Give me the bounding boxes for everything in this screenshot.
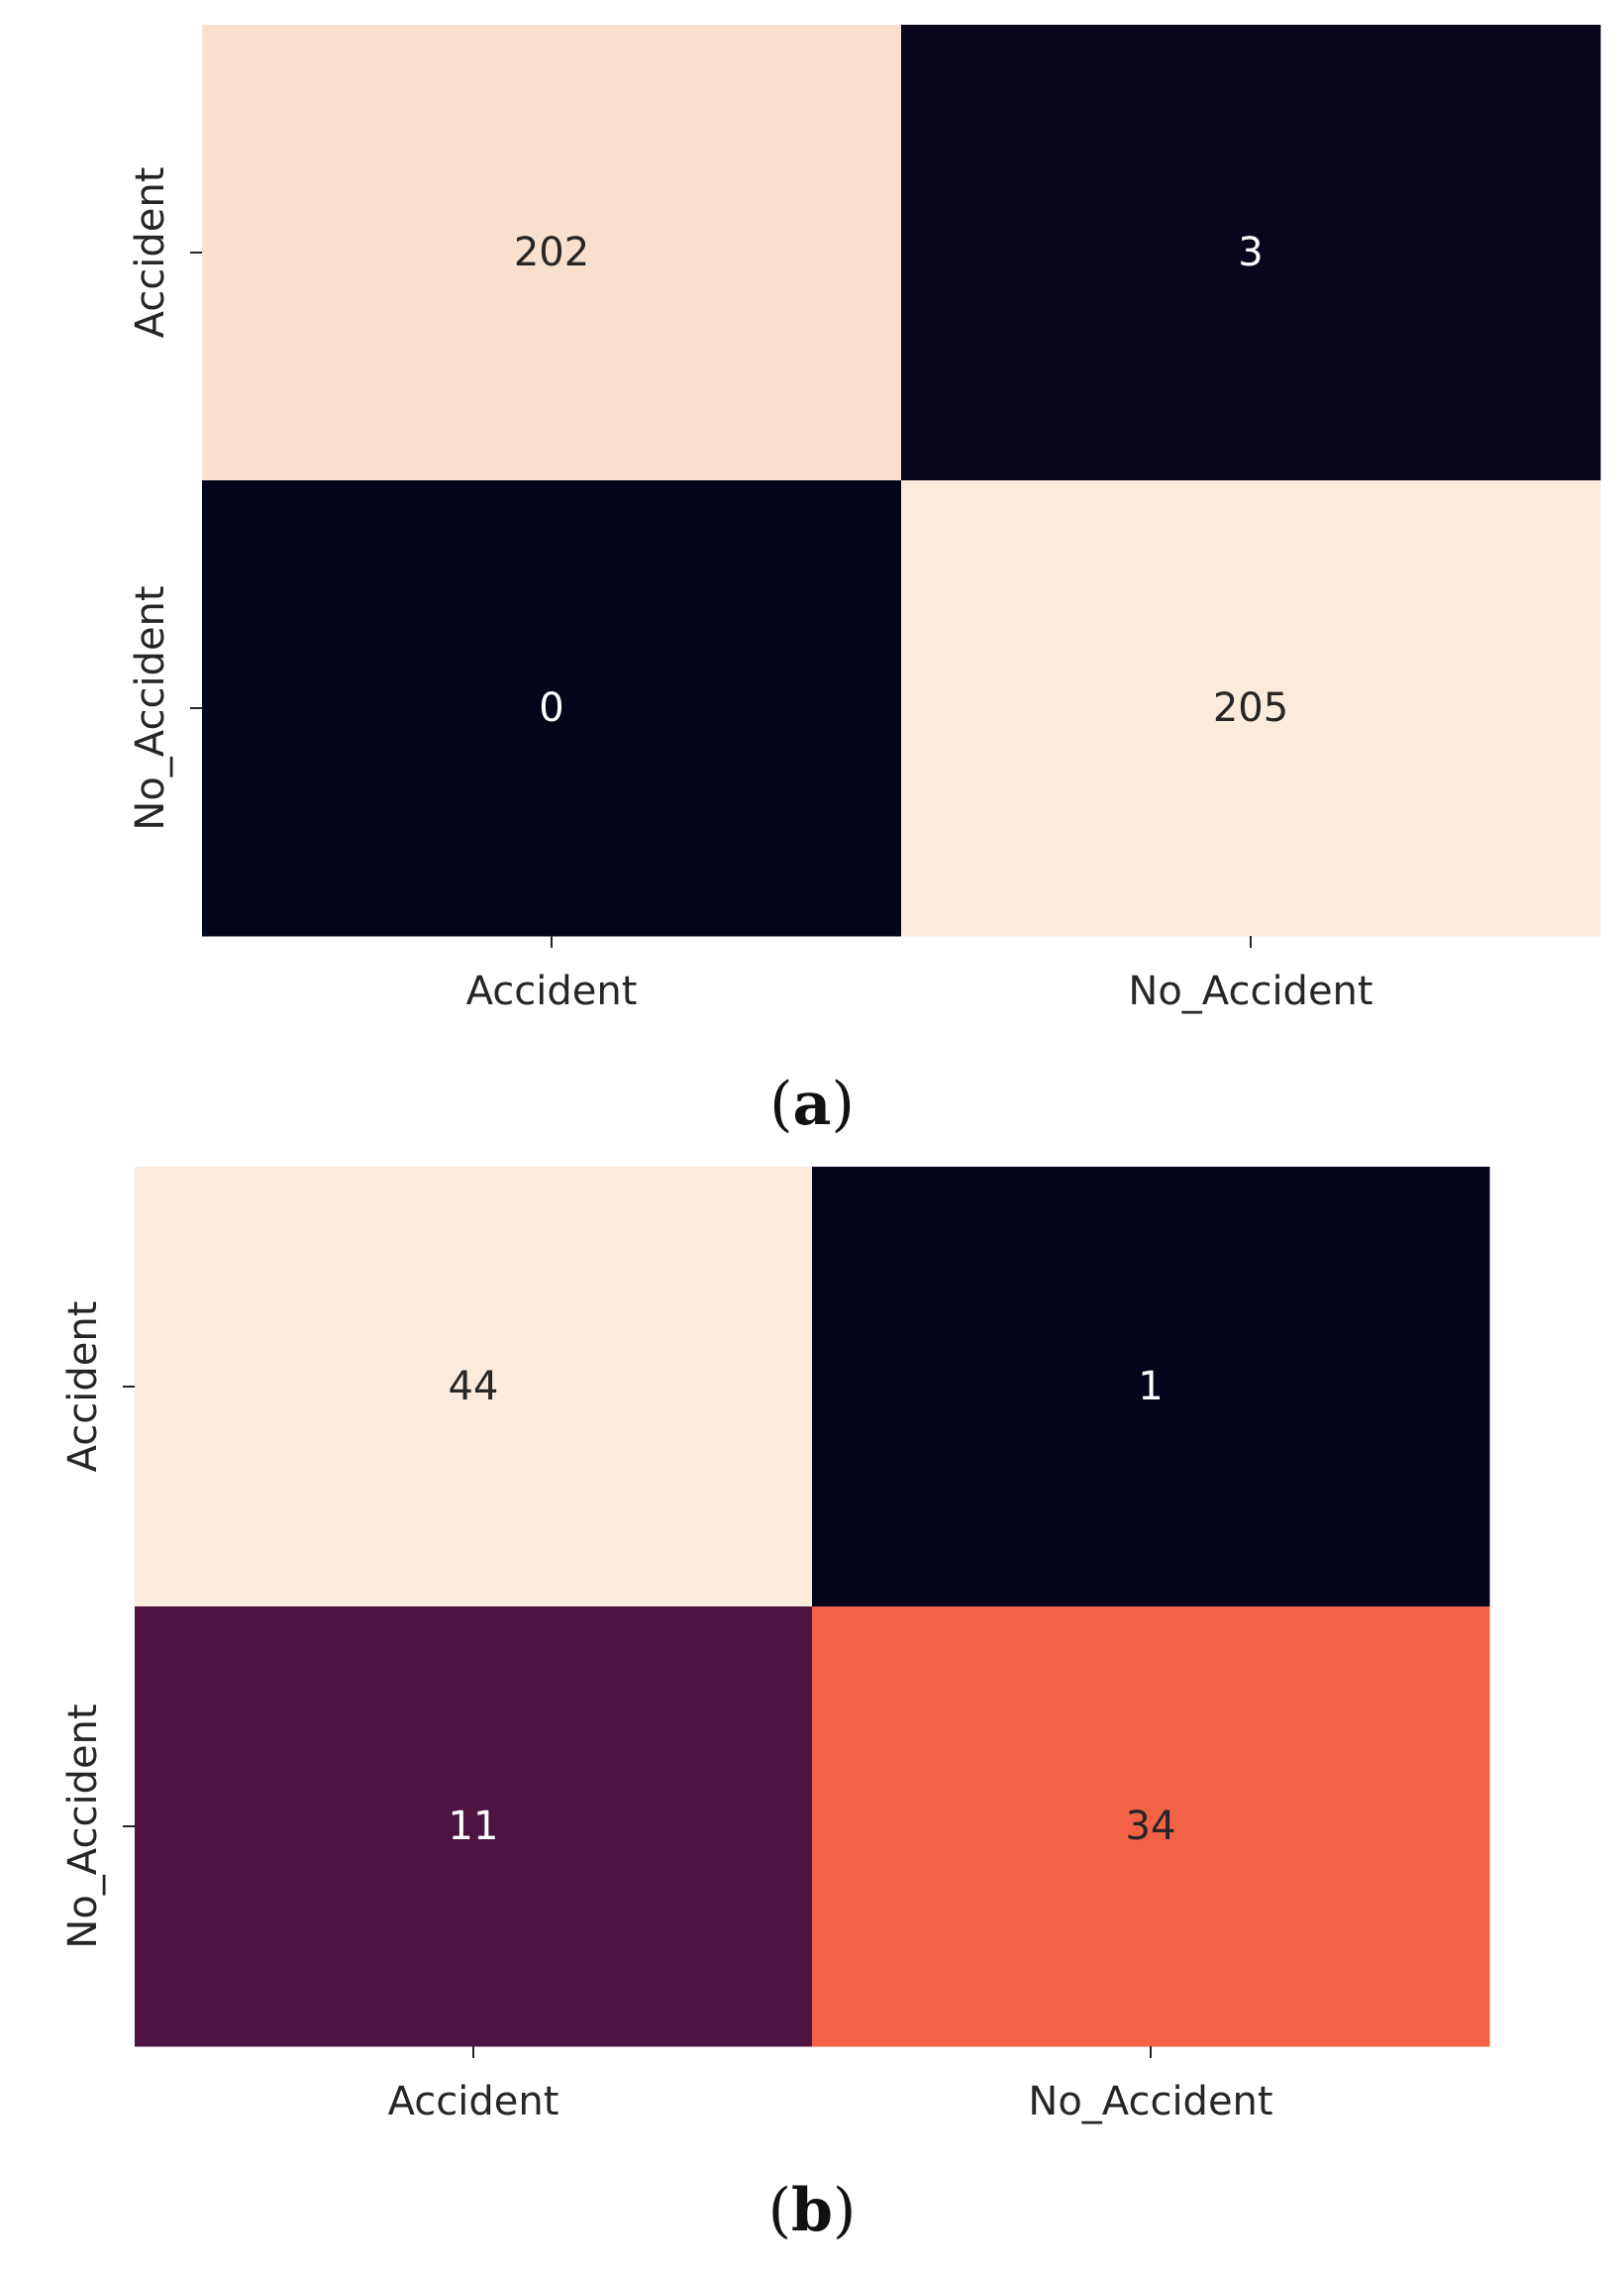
y-tick-label: No_Accident xyxy=(128,585,173,830)
cell-value-label: 0 xyxy=(539,685,563,731)
panel-label: (a) xyxy=(769,1070,855,1139)
panel-label: (b) xyxy=(768,2176,857,2245)
heatmap-cell xyxy=(135,1606,813,2047)
cell-value-label: 11 xyxy=(449,1804,499,1849)
cell-value-label: 3 xyxy=(1238,230,1263,275)
cell-value-label: 202 xyxy=(514,230,589,275)
cell-value-label: 1 xyxy=(1138,1364,1163,1409)
heatmap-cell xyxy=(812,1167,1490,1607)
heatmap-cell xyxy=(901,480,1601,937)
y-tick-label: Accident xyxy=(128,167,173,339)
x-tick-label: Accident xyxy=(388,2079,559,2124)
heatmap-cell xyxy=(202,480,902,937)
cell-value-label: 205 xyxy=(1213,685,1288,731)
cell-value-label: 44 xyxy=(449,1364,499,1409)
x-tick-label: Accident xyxy=(466,969,638,1014)
cell-value-label: 34 xyxy=(1126,1804,1176,1849)
x-tick-label: No_Accident xyxy=(1028,2079,1272,2124)
heatmap-cell xyxy=(812,1606,1490,2047)
heatmap-cell xyxy=(202,25,902,481)
y-tick-label: Accident xyxy=(60,1301,106,1473)
x-tick-label: No_Accident xyxy=(1128,969,1372,1014)
heatmap-cell xyxy=(901,25,1601,481)
heatmap-cell xyxy=(135,1167,813,1607)
y-tick-label: No_Accident xyxy=(60,1704,106,1948)
